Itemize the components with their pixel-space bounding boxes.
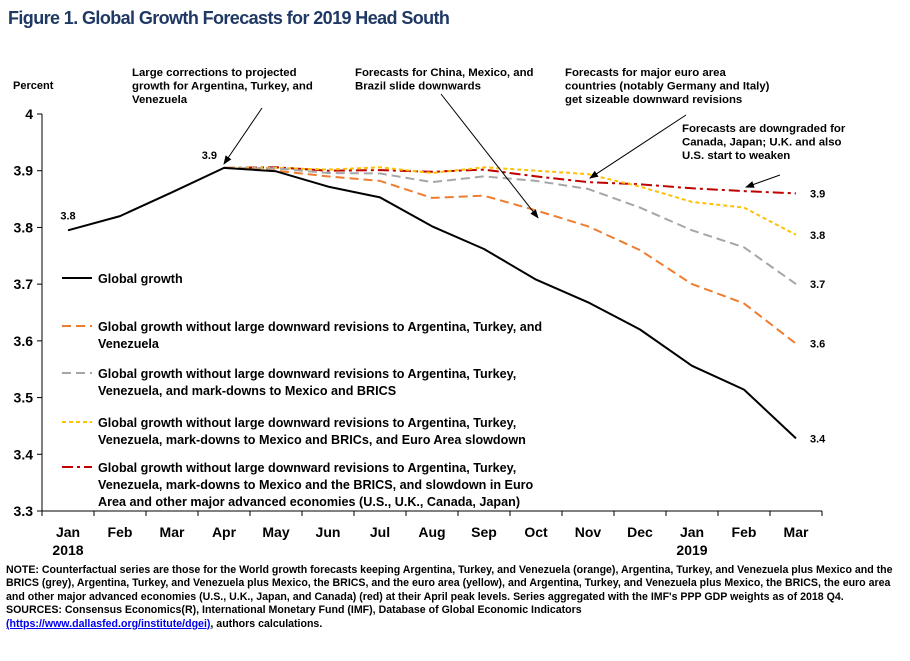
x-tick-label: Jan [680,524,704,540]
y-tick-label: 3.5 [14,390,34,406]
sources-tail: , authors calculations. [210,617,323,630]
legend-entry: Global growth without large downward rev… [98,367,516,398]
annotation-text: Forecasts for China, Mexico, and Brazil s… [355,67,534,93]
legend-entry-line: Venezuela, mark-downs to Mexico and BRIC… [98,433,526,447]
x-tick-label: Jan [56,524,80,540]
legend-entry-line: Global growth [98,272,183,286]
point-label: 3.8 [60,210,75,222]
x-tick-label: Nov [575,524,602,540]
sources-text: SOURCES: Consensus Economics(R), Interna… [6,604,904,631]
y-tick-label: 3.3 [14,503,34,519]
x-tick-label: Sep [471,524,497,540]
legend-entry-line: Area and other major advanced economies … [98,495,520,509]
annotation-line: countries (notably Germany and Italy) [565,81,770,93]
annotation-line: Large corrections to projected [132,67,297,79]
annotation-line: Canada, Japan; U.K. and also [682,137,842,149]
y-tick-label: 3.7 [14,276,34,292]
x-tick-label: Dec [627,524,653,540]
legend-entry-line: Global growth without large downward rev… [98,461,516,475]
annotation-line: Venezuela [132,94,188,106]
legend-entry: Global growth without large downward rev… [98,416,526,447]
point-label: 3.4 [810,433,826,445]
legend-entry-line: Global growth without large downward rev… [98,416,516,430]
y-tick-label: 3.6 [14,333,34,349]
annotation-arrow [745,174,781,188]
legend-entry-line: Venezuela, mark-downs to Mexico and the … [98,478,534,492]
global-growth-chart: Percent 3.3 3.4 3.5 3.6 3.7 3.8 3.9 4 Jan Feb Mar Ap… [13,67,846,558]
series-line [223,166,797,195]
y-tick-label: 3.8 [14,219,34,235]
x-tick-label: Feb [108,524,133,540]
annotation-line: Brazil slide downwards [355,81,481,93]
point-label: 3.9 [810,188,825,200]
point-label: 3.7 [810,279,825,291]
y-tick-label: 4 [25,106,33,122]
annotation-line: Forecasts for China, Mexico, and [355,67,534,79]
point-label: 3.9 [202,150,217,162]
x-tick-label: Jul [370,524,390,540]
x-year-label: 2019 [676,542,707,558]
y-tick-label: 3.9 [14,163,34,179]
annotation-line: growth for Argentina, Turkey, and [132,81,313,93]
point-labels: 3.8 3.9 3.9 3.8 3.7 3.6 3.4 [60,150,826,446]
x-tick-label: Mar [160,524,185,540]
x-tick-label: Mar [784,524,809,540]
annotation-line: get sizeable downward revisions [565,94,742,106]
series-line [223,166,797,345]
y-axis-label: Percent [13,80,54,92]
annotations: Large corrections to projected growth for… [132,67,846,219]
legend-entry-line: Global growth without large downward rev… [98,320,542,334]
series-line [224,166,797,236]
sources-link[interactable]: (https://www.dallasfed.org/institute/dge… [6,617,211,630]
legend-entry: Global growth without large downward rev… [98,461,534,509]
x-tick-label: Jun [316,524,341,540]
annotation-line: U.S. start to weaken [682,150,790,162]
x-year-label: 2018 [52,542,83,558]
series-line [223,166,797,285]
annotation-line: Forecasts for major euro area [565,67,726,79]
legend-entry-line: Venezuela, and mark-downs to Mexico and … [98,384,396,398]
x-tick-label: Apr [212,524,237,540]
annotation-text: Large corrections to projected growth for… [132,67,313,106]
annotation-arrow [440,93,539,219]
annotation-text: Forecasts for major euro area countries (… [565,67,770,106]
point-label: 3.8 [810,230,825,242]
x-tick-label: Aug [418,524,445,540]
annotation-arrow [223,107,263,165]
legend-entry-line: Global growth without large downward rev… [98,367,516,381]
notes-block: NOTE: Counterfactual series are those fo… [6,564,904,631]
annotation-text: Forecasts are downgraded for Canada, Japa… [682,123,846,162]
x-tick-label: Oct [524,524,548,540]
annotation-arrow [589,114,687,179]
legend-entry: Global growth [98,272,183,286]
annotation-line: Forecasts are downgraded for [682,123,846,135]
y-tick-label: 3.4 [14,446,34,462]
note-text: NOTE: Counterfactual series are those fo… [6,564,893,603]
series-lines [67,166,797,440]
sources-label: SOURCES: Consensus Economics(R), Interna… [6,604,582,617]
legend-entry: Global growth without large downward rev… [98,320,542,351]
x-tick-label: Feb [732,524,757,540]
x-tick-label: May [262,524,289,540]
series-line [67,166,797,440]
legend-entry-line: Venezuela [98,337,160,351]
figure-title: Figure 1. Global Growth Forecasts for 20… [8,8,450,28]
point-label: 3.6 [810,339,825,351]
legend: Global growth Global growth without large… [62,272,542,509]
axes: Percent 3.3 3.4 3.5 3.6 3.7 3.8 3.9 4 Jan Feb Mar Ap… [13,80,823,558]
